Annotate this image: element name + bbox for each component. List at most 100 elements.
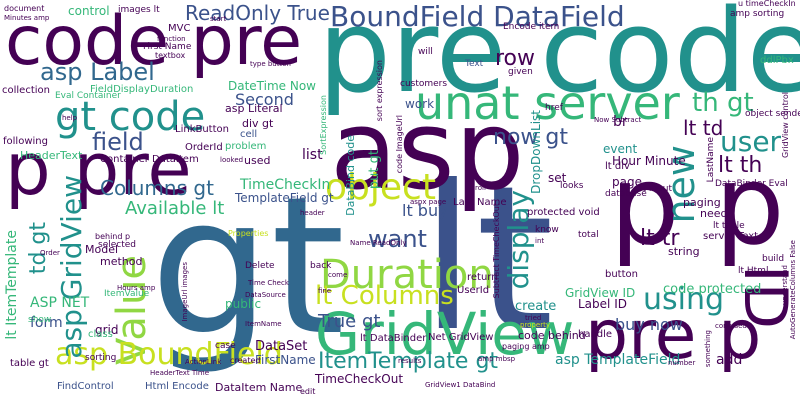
word-lt-itemtemplate: lt ItemTemplate [4, 230, 20, 340]
word-button: button [605, 269, 638, 280]
word-come: come [328, 271, 348, 279]
word-will: will [418, 47, 433, 57]
word-case: case [215, 341, 236, 351]
word-document: document [4, 4, 45, 13]
word-string: string [668, 245, 700, 258]
word-text: Text [465, 59, 484, 69]
word-table-gt: table gt [10, 358, 49, 369]
word-want: want [368, 225, 427, 253]
word-collection: collection [2, 85, 50, 96]
word-row: row [495, 46, 536, 71]
word-protected-void: protected void [527, 207, 600, 218]
word-gt: gt [150, 156, 346, 377]
word-model: Model [85, 243, 119, 256]
word-actionlink: ActionLink [185, 358, 222, 366]
word-lt-buy: lt buy [402, 201, 448, 220]
word-method: method [100, 255, 143, 268]
word-lt-databinder: lt DataBinder [360, 333, 427, 344]
word-object: object [325, 167, 436, 208]
word-lt-input: lt input [640, 184, 673, 194]
word-columns-gt: Columns gt [100, 176, 214, 200]
word-subtract-timecheckout: Subtract TimeCheckOut [492, 203, 501, 299]
word-using: using [643, 282, 725, 317]
word-itemname: ItemName [245, 320, 282, 328]
word-amp-sorting: amp sorting [730, 9, 785, 19]
word-ddlpbx: ddlPbx [760, 55, 794, 66]
word-available-lt: Available lt [125, 198, 225, 219]
word-problem: problem [225, 141, 267, 152]
word-p-p: p p [610, 141, 785, 269]
word-amp-mbsp: amp mbsp [478, 355, 516, 363]
word-textbox: textbox [155, 51, 186, 60]
word-back: back [310, 261, 332, 271]
word-imageurl-images: ImageUrl images [181, 262, 189, 322]
word-first-name: First Name [143, 42, 192, 52]
word-paging: paging [683, 196, 721, 209]
word-code-pre: code pre [5, 2, 303, 81]
word-event: event [603, 142, 638, 156]
word-user: user [720, 125, 782, 158]
word-behind-p: behind p [95, 232, 131, 241]
word-asp-literal: asp Literal [225, 102, 283, 115]
word-property: property [520, 321, 550, 329]
word-type-button: type button [250, 60, 291, 68]
word-lt-td: lt td [683, 116, 724, 140]
word-databinder-eval: DataBinder Eval [715, 179, 788, 189]
word-th-gt: th gt [692, 88, 754, 118]
word-lt-th: lt th [718, 153, 763, 178]
word-lt-columns: lt Columns [315, 281, 454, 311]
word-hour-minute: Hour Minute [612, 154, 686, 168]
word-add: add [716, 352, 743, 368]
word-unat-server: unat server [415, 76, 680, 130]
word-gridview1-databind: GridView1 DataBind [425, 381, 496, 389]
word-duration: Duration [320, 252, 494, 298]
word-int: int [535, 237, 545, 245]
word-fielddisplayduration: FieldDisplayDuration [90, 84, 194, 95]
word-images-lt: images lt [118, 5, 160, 15]
word-form: form [30, 315, 63, 331]
word-results: results [398, 357, 422, 365]
word-p-pre: p pre [5, 127, 192, 211]
word-dataitem-name: DataItem Name [215, 381, 303, 394]
word-aspx-page: aspx page [410, 198, 447, 206]
word-header: header [300, 209, 325, 217]
word-number: number [668, 359, 696, 367]
word-code-behind: code behind [518, 329, 586, 342]
word-sortexpression: SortExpression [319, 95, 328, 155]
word-datasource: DataSource [245, 291, 286, 299]
word-findcontrol: FindControl [57, 381, 114, 392]
word-something: something [704, 330, 712, 368]
word-now-gt: now gt [493, 125, 568, 150]
word-show: show [28, 315, 52, 325]
word-function: function [157, 35, 186, 43]
word-orderid: OrderId [185, 142, 223, 153]
word-set: set [548, 171, 567, 185]
word-start: start [210, 15, 227, 23]
word-database: database [605, 189, 647, 199]
word-label-id: Label ID [578, 297, 627, 311]
word-lt-table: lt table [713, 221, 745, 231]
word-databind-code: DataBind code [344, 135, 357, 216]
word-handle: handle [578, 329, 613, 340]
word-asp-templatefield: asp TemplateField [555, 352, 681, 368]
word-given: given [508, 67, 533, 77]
word-u-timecheckin: u timeCheckIn [738, 0, 796, 8]
word-gridview-control: GridView control [781, 92, 790, 159]
word-name-readonly: Name ReadOnly [350, 239, 407, 247]
word-delete: Delete [245, 261, 275, 271]
word-lastname: LastName [706, 137, 716, 183]
word-buy-now: buy now [615, 315, 683, 334]
word-total: total [578, 230, 599, 240]
word-lt: lt [420, 143, 554, 376]
word-firstname: FirstName [255, 353, 316, 367]
word-edit: edit [300, 387, 316, 396]
word-page: page [612, 175, 642, 189]
word-encode-item: Encode item [503, 22, 560, 32]
word-customers: customers [400, 79, 448, 89]
word-code: code [540, 0, 800, 119]
word-paging-amp: paging amp [502, 342, 550, 351]
word-eval-container: Eval Container [55, 91, 121, 101]
word-href: href [545, 103, 563, 113]
word-html-encode: Html Encode [145, 381, 209, 392]
word-code-protected: code protected [663, 282, 762, 297]
